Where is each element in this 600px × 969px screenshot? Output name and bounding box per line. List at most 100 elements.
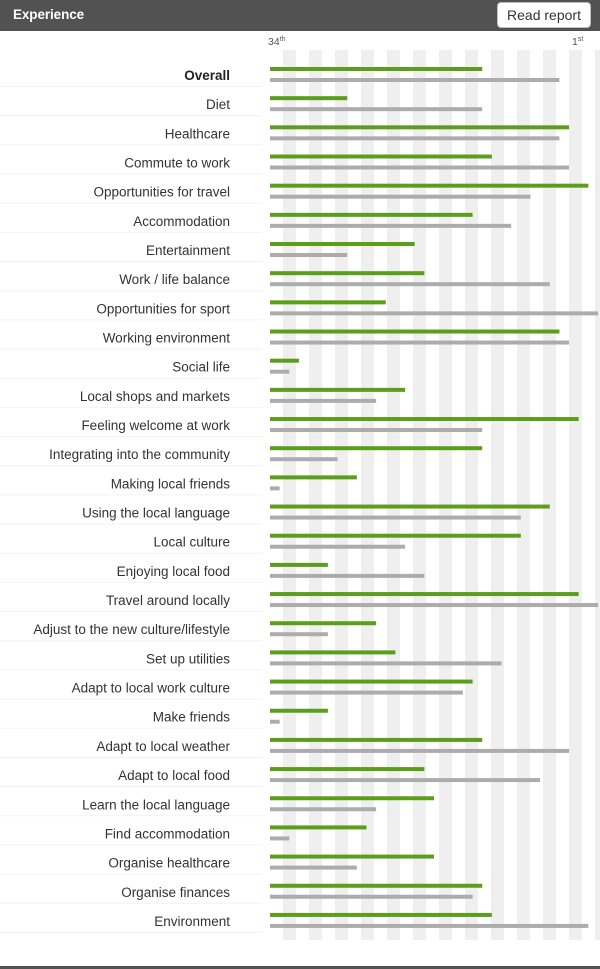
row-label: Enjoying local food — [117, 564, 230, 579]
secondary-bar — [270, 78, 560, 82]
primary-bar — [270, 737, 483, 742]
row-label: Environment — [154, 914, 230, 929]
row-label: Adapt to local work culture — [72, 681, 230, 696]
rank-axis-right-label: 1st — [572, 36, 584, 48]
row-label: Opportunities for sport — [96, 301, 230, 316]
row-label: Accommodation — [133, 214, 230, 229]
row-label: Feeling welcome at work — [81, 418, 230, 433]
primary-bar — [270, 825, 367, 830]
secondary-bar — [270, 311, 598, 316]
secondary-bar — [270, 486, 280, 491]
bottom-divider — [0, 966, 600, 969]
row-label: Diet — [206, 97, 230, 112]
primary-bar — [270, 533, 521, 538]
primary-bar — [270, 67, 483, 71]
row-label: Organise healthcare — [108, 856, 230, 871]
rank-stripe — [387, 50, 400, 940]
secondary-bar — [270, 136, 560, 141]
header-bar: Experience Read report — [0, 0, 600, 31]
secondary-bar — [270, 428, 483, 433]
secondary-bar — [270, 865, 357, 870]
row-label: Local shops and markets — [80, 389, 230, 404]
secondary-bar — [270, 894, 473, 899]
row-label: Adjust to the new culture/lifestyle — [33, 622, 230, 637]
secondary-bar — [270, 807, 377, 812]
rank-stripe — [595, 50, 600, 940]
page-title: Experience — [13, 7, 85, 22]
primary-bar — [270, 621, 377, 626]
secondary-bar — [270, 632, 328, 637]
rank-stripe — [569, 50, 582, 940]
rank-stripe — [517, 50, 530, 940]
row-label: Working environment — [103, 331, 231, 346]
primary-bar — [270, 504, 550, 509]
primary-bar — [270, 883, 483, 888]
row-label: Local culture — [153, 535, 230, 550]
secondary-bar — [270, 398, 377, 403]
secondary-bar — [270, 107, 483, 112]
primary-bar — [270, 183, 589, 188]
secondary-bar — [270, 603, 598, 608]
primary-bar — [270, 154, 492, 159]
secondary-bar — [270, 661, 502, 666]
rank-stripe — [283, 50, 296, 940]
rank-stripe — [439, 50, 452, 940]
read-report-button[interactable]: Read report — [497, 2, 591, 28]
primary-bar — [270, 125, 570, 130]
row-label: Healthcare — [165, 126, 230, 141]
secondary-bar — [270, 748, 570, 753]
primary-bar — [270, 329, 560, 334]
row-label: Set up utilities — [146, 651, 230, 666]
secondary-bar — [270, 923, 589, 928]
primary-bar — [270, 854, 434, 859]
row-label: Travel around locally — [106, 593, 230, 608]
secondary-bar — [270, 282, 550, 287]
secondary-bar — [270, 690, 463, 695]
secondary-bar — [270, 573, 425, 578]
row-label: Overall — [184, 68, 230, 83]
row-label: Using the local language — [82, 506, 230, 521]
row-label: Adapt to local weather — [96, 739, 230, 754]
primary-bar — [270, 679, 473, 684]
rank-stripe — [335, 50, 348, 940]
rank-stripe — [465, 50, 478, 940]
primary-bar — [270, 796, 434, 801]
primary-bar — [270, 912, 492, 917]
row-label: Entertainment — [146, 243, 230, 258]
primary-bar — [270, 387, 406, 392]
primary-bar — [270, 708, 328, 713]
rank-stripe — [491, 50, 504, 940]
row-label: Make friends — [153, 710, 231, 725]
primary-bar — [270, 242, 415, 247]
primary-bar — [270, 96, 348, 101]
row-label: Find accommodation — [105, 826, 230, 841]
rank-stripe — [309, 50, 322, 940]
rank-stripe — [361, 50, 374, 940]
secondary-bar — [270, 778, 541, 783]
secondary-bar — [270, 194, 531, 199]
secondary-bar — [270, 544, 406, 549]
row-label: Making local friends — [111, 476, 231, 491]
secondary-bar — [270, 340, 570, 345]
primary-bar — [270, 417, 579, 422]
primary-bar — [270, 358, 299, 363]
secondary-bar — [270, 253, 348, 258]
primary-bar — [270, 212, 473, 217]
secondary-bar — [270, 457, 338, 462]
rank-stripe — [543, 50, 556, 940]
rank-axis-left-label: 34th — [268, 36, 286, 48]
row-label: Integrating into the community — [49, 447, 230, 462]
secondary-bar — [270, 515, 521, 520]
secondary-bar — [270, 836, 290, 841]
primary-bar — [270, 300, 386, 305]
primary-bar — [270, 446, 483, 451]
secondary-bar — [270, 719, 280, 724]
primary-bar — [270, 650, 396, 655]
row-label: Social life — [172, 360, 230, 375]
row-label: Work / life balance — [119, 272, 230, 287]
primary-bar — [270, 271, 425, 276]
row-label: Adapt to local food — [118, 768, 230, 783]
row-label: Organise finances — [121, 885, 230, 900]
primary-bar — [270, 562, 328, 567]
